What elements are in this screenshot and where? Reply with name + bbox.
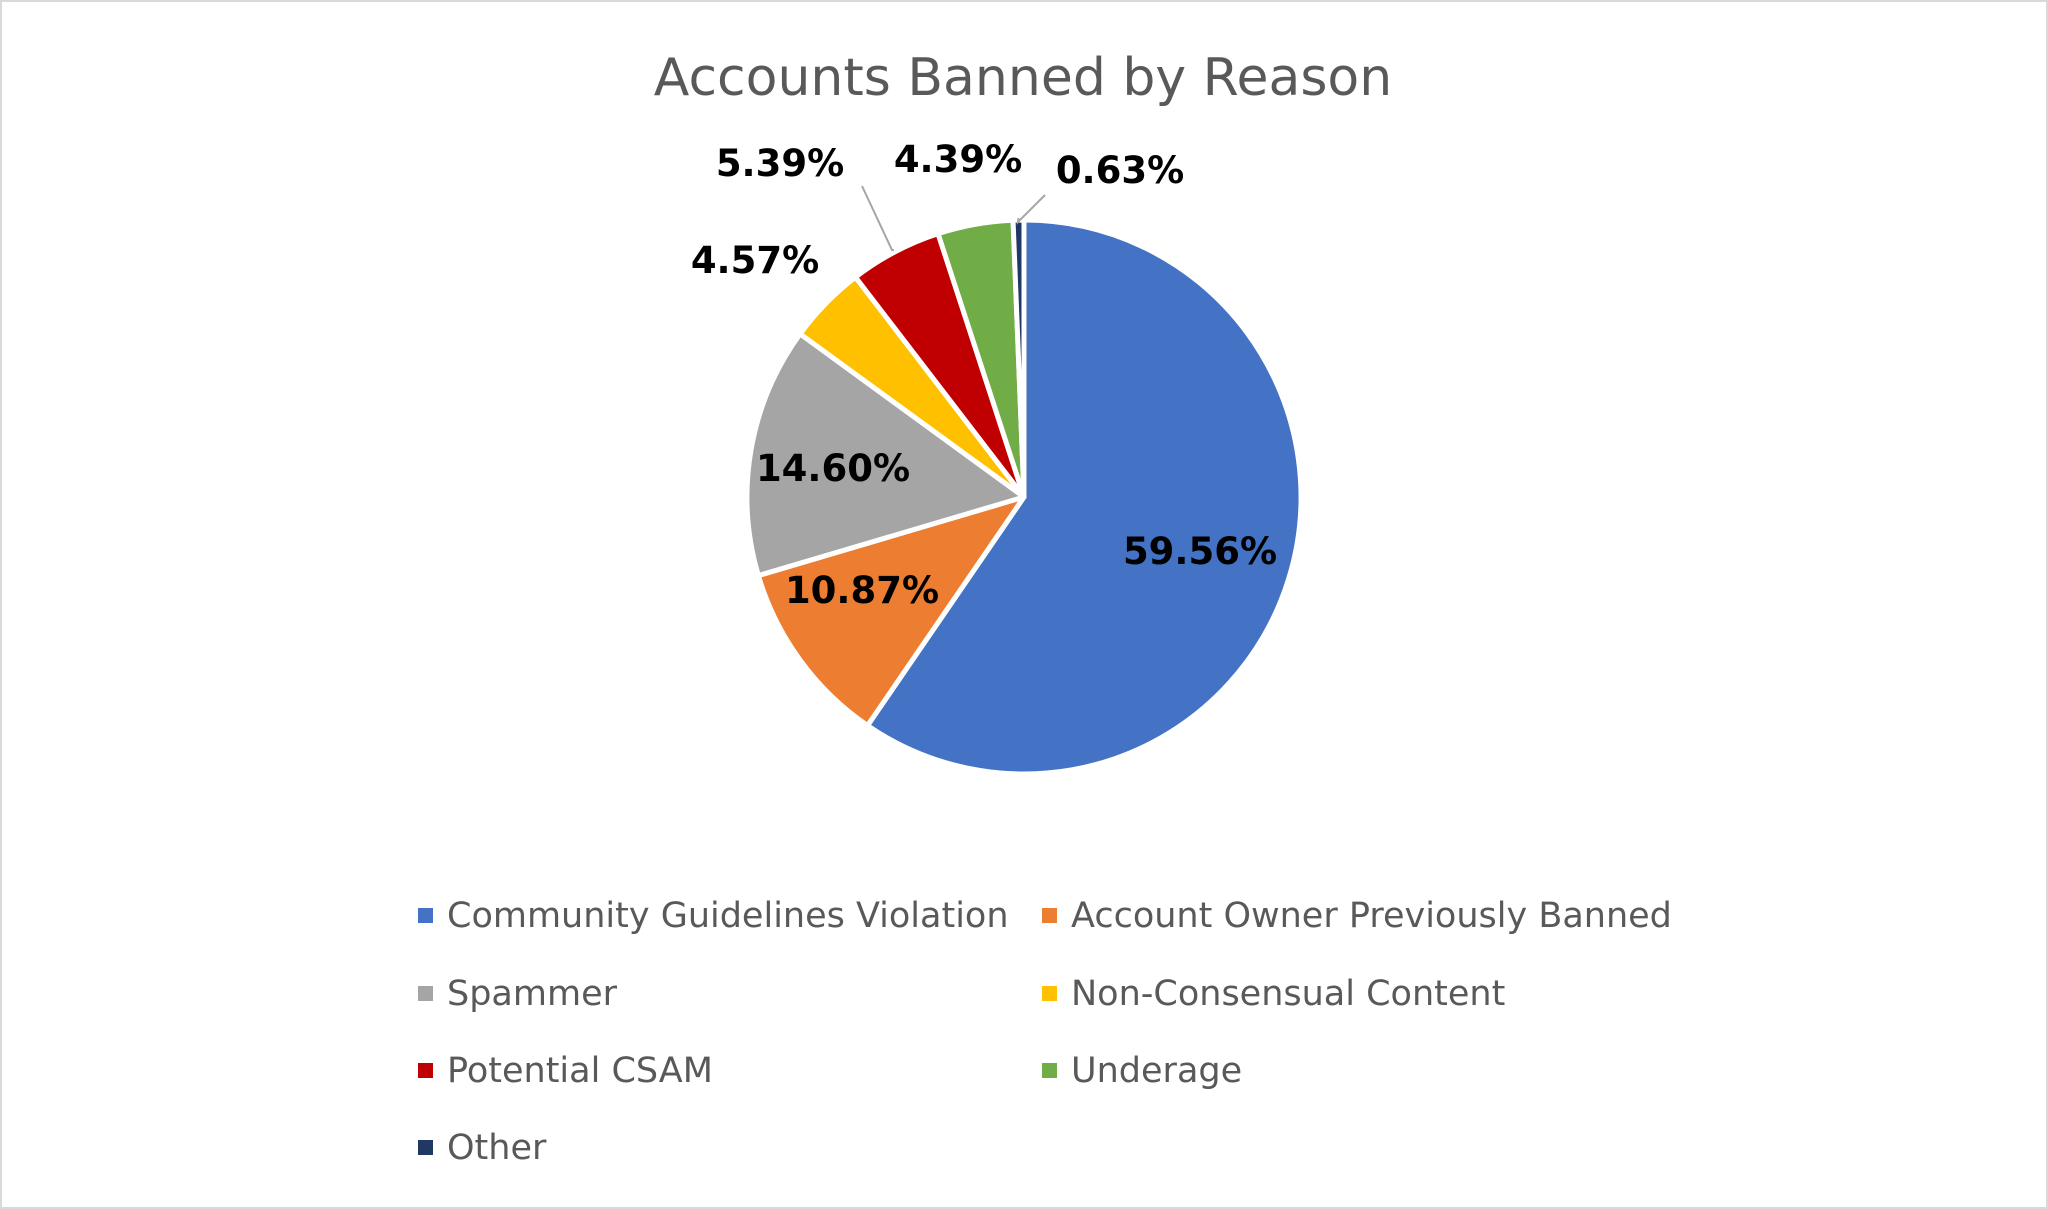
legend-swatch-non-consensual-content	[1042, 986, 1057, 1001]
legend-label-account-owner-previously-banned: Account Owner Previously Banned	[1071, 896, 1672, 936]
legend-label-non-consensual-content: Non-Consensual Content	[1071, 974, 1505, 1014]
pie-slice-account-owner-previously-banned	[755, 494, 1027, 729]
legend-swatch-other	[418, 1140, 433, 1155]
legend-swatch-spammer	[418, 986, 433, 1001]
data-labels: 59.56% 10.87% 14.60% 4.57% 5.39% 4.39% 0.63%	[691, 138, 1277, 612]
data-label-underage: 4.39%	[894, 138, 1022, 181]
data-label-other: 0.63%	[1056, 149, 1184, 192]
legend-label-underage: Underage	[1071, 1051, 1242, 1091]
leader-lines	[861, 185, 1046, 252]
leader-line-other	[1016, 194, 1046, 225]
data-label-non-consensual-content: 4.57%	[691, 239, 819, 282]
data-label-spammer: 14.60%	[756, 447, 910, 490]
legend-swatch-potential-csam	[418, 1063, 433, 1078]
legend-label-spammer: Spammer	[447, 974, 618, 1014]
legend-swatch-community-guidelines-violation	[418, 908, 433, 923]
data-label-community-guidelines-violation: 59.56%	[1123, 530, 1277, 573]
pie-slice-community-guidelines-violation	[865, 217, 1304, 777]
chart-title: Accounts Banned by Reason	[654, 48, 1392, 108]
legend: Community Guidelines Violation Account Ow…	[418, 896, 1672, 1168]
data-label-potential-csam: 5.39%	[716, 142, 844, 185]
data-label-account-owner-previously-banned: 10.87%	[785, 569, 939, 612]
legend-label-other: Other	[447, 1128, 547, 1168]
legend-label-potential-csam: Potential CSAM	[447, 1051, 713, 1091]
legend-label-community-guidelines-violation: Community Guidelines Violation	[447, 896, 1009, 936]
leader-line-potential-csam	[861, 185, 895, 252]
pie-slice-spammer	[744, 331, 1027, 579]
legend-swatch-underage	[1042, 1063, 1057, 1078]
legend-swatch-account-owner-previously-banned	[1042, 908, 1057, 923]
pie-slices	[744, 217, 1304, 777]
